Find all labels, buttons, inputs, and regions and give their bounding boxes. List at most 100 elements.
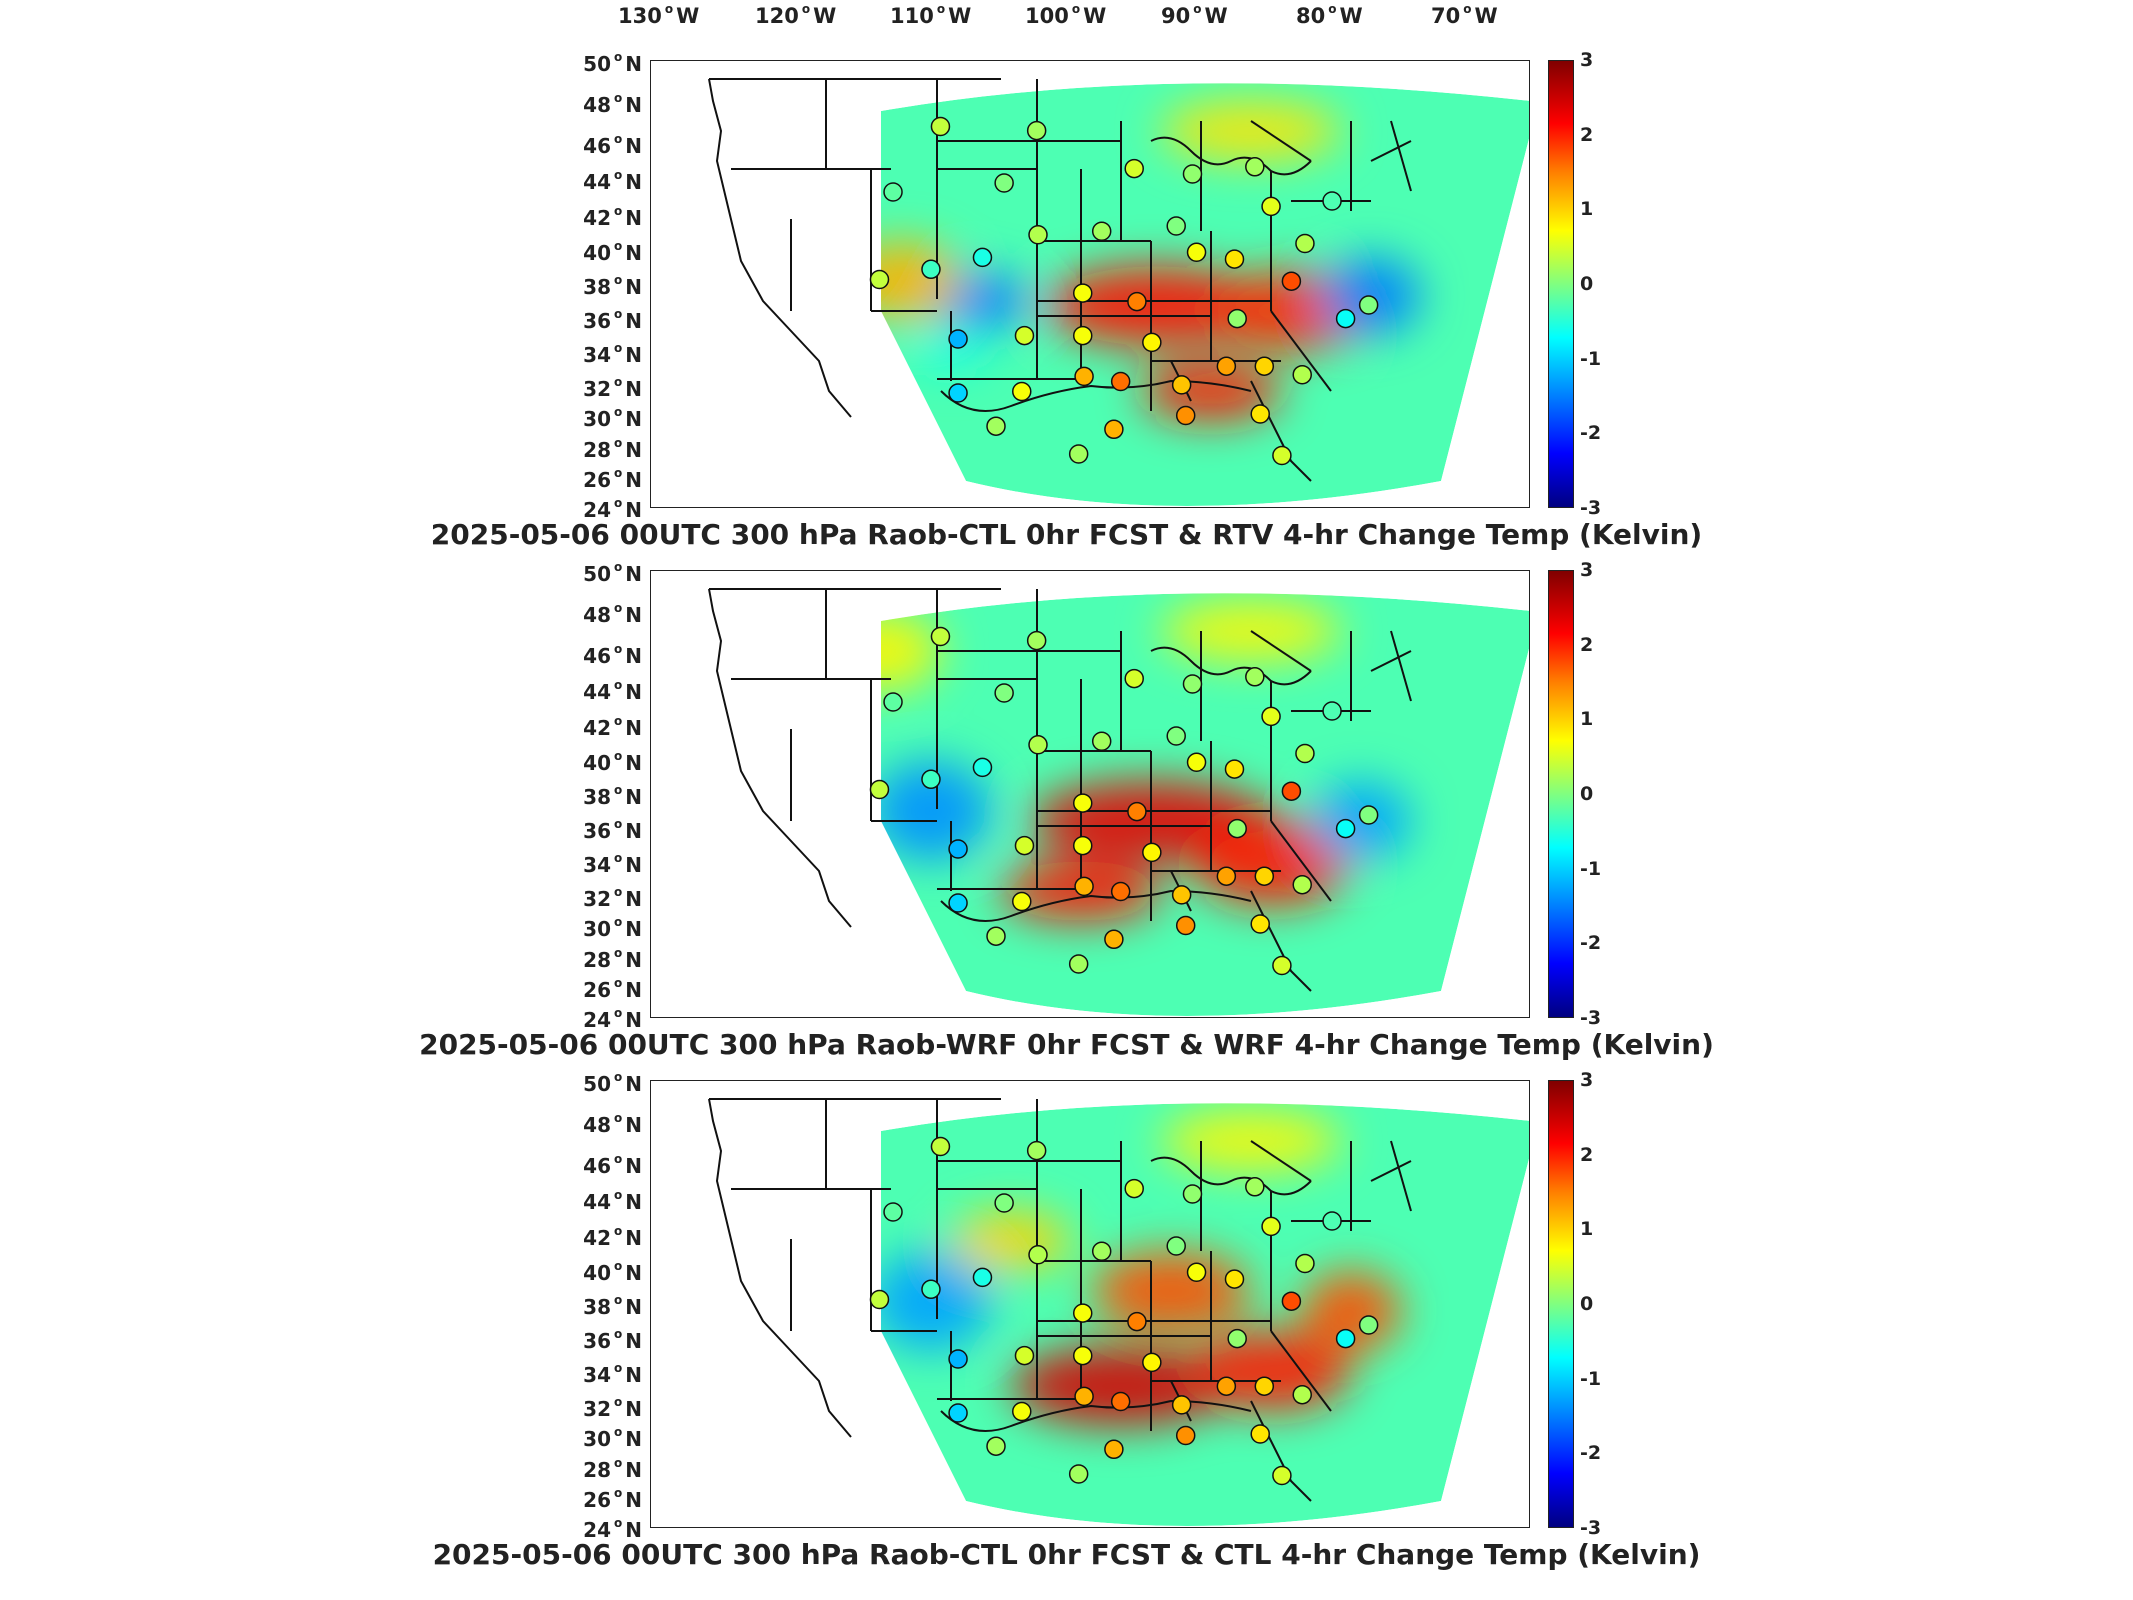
raob-station-marker xyxy=(1272,1465,1292,1486)
lat-tick-label: 48 o N xyxy=(583,91,642,117)
raob-station-marker xyxy=(1186,752,1207,772)
lat-hemisphere: N xyxy=(625,1397,642,1421)
lat-hemisphere: N xyxy=(625,644,642,668)
colorbar-tick-label: 2 xyxy=(1580,633,1594,656)
lat-degree: 42 xyxy=(583,1226,611,1250)
colorbar-tick-label: 1 xyxy=(1580,708,1594,731)
raob-station-marker xyxy=(1216,866,1237,886)
colorbar-tick-label: 3 xyxy=(1580,559,1594,581)
raob-station-marker xyxy=(869,1289,890,1310)
raob-station-marker xyxy=(1335,1328,1356,1349)
lat-degree: 32 xyxy=(583,377,611,401)
raob-station-marker xyxy=(1250,1424,1270,1444)
lat-hemisphere: N xyxy=(625,343,642,367)
colorbar-tick-label: 0 xyxy=(1580,783,1594,805)
lat-degree: 44 xyxy=(583,170,611,194)
raob-station-marker xyxy=(1216,356,1237,376)
raob-station-marker xyxy=(986,416,1006,436)
raob-station-marker xyxy=(986,926,1006,946)
lat-degree: 24 xyxy=(583,498,611,522)
raob-station-marker xyxy=(1295,1253,1315,1274)
colorbar-tick-label: 3 xyxy=(1580,49,1594,71)
raob-station-marker xyxy=(1068,954,1089,974)
lat-hemisphere: N xyxy=(625,603,642,627)
lat-hemisphere: N xyxy=(625,377,642,401)
raob-station-marker xyxy=(1012,1401,1032,1422)
colorbar-tick-label: 1 xyxy=(1580,1218,1594,1241)
raob-station-marker xyxy=(930,1136,951,1157)
raob-station-marker xyxy=(948,1349,968,1369)
lat-tick-label: 26 o N xyxy=(583,466,642,492)
raob-stations xyxy=(869,116,1379,466)
raob-station-marker xyxy=(1166,1236,1186,1256)
colorbar-tick-label: 0 xyxy=(1580,273,1594,295)
raob-station-marker xyxy=(1074,876,1094,897)
lat-hemisphere: N xyxy=(625,52,642,76)
raob-station-marker xyxy=(1072,835,1093,856)
raob-station-marker xyxy=(1182,674,1203,694)
raob-station-marker xyxy=(930,116,951,137)
raob-station-marker xyxy=(1124,668,1144,689)
lat-hemisphere: N xyxy=(625,93,642,117)
raob-station-marker xyxy=(972,247,993,268)
lat-tick-label: 38 o N xyxy=(583,783,642,809)
lat-tick-label: 40 o N xyxy=(583,1259,642,1285)
lon-tick-label: 80 o W xyxy=(1296,2,1363,28)
lat-hemisphere: N xyxy=(625,241,642,265)
lat-degree: 44 xyxy=(583,1190,611,1214)
lat-hemisphere: N xyxy=(625,680,642,704)
lat-degree: 38 xyxy=(583,1295,611,1319)
lat-hemisphere: N xyxy=(625,1261,642,1285)
raob-station-marker xyxy=(921,1279,941,1300)
raob-station-marker xyxy=(883,692,903,712)
lat-hemisphere: N xyxy=(625,170,642,194)
lon-hemisphere: W xyxy=(813,4,837,28)
raob-station-marker xyxy=(1250,404,1270,424)
state-boundaries xyxy=(708,78,1412,482)
lat-tick-label: 36 o N xyxy=(583,817,642,843)
lat-hemisphere: N xyxy=(625,438,642,462)
raob-station-marker xyxy=(1175,1425,1196,1446)
panel-title: 2025-05-06 00UTC 300 hPa Raob-CTL 0hr FC… xyxy=(432,1538,1701,1571)
raob-station-marker xyxy=(1028,1245,1048,1265)
lat-degree: 38 xyxy=(583,785,611,809)
map-plot-area xyxy=(650,570,1530,1018)
colorbar xyxy=(1548,60,1574,508)
raob-station-marker xyxy=(1295,743,1315,764)
raob-station-marker xyxy=(1186,1262,1207,1282)
lat-tick-label: 42 o N xyxy=(583,204,642,230)
lat-hemisphere: N xyxy=(625,1113,642,1137)
raob-station-marker xyxy=(1216,1376,1237,1396)
raob-station-marker xyxy=(1292,1384,1312,1405)
lat-hemisphere: N xyxy=(625,917,642,941)
raob-station-marker xyxy=(1110,881,1131,902)
raob-station-marker xyxy=(1068,1464,1089,1484)
lat-degree: 40 xyxy=(583,241,611,265)
lat-hemisphere: N xyxy=(625,134,642,158)
raob-station-marker xyxy=(994,683,1014,703)
lat-hemisphere: N xyxy=(625,1363,642,1387)
raob-station-marker xyxy=(1074,1386,1094,1407)
colorbar-tick-label: -1 xyxy=(1580,857,1602,880)
colorbar-tick-label: 2 xyxy=(1580,1143,1594,1166)
raob-station-marker xyxy=(1110,371,1131,392)
map-svg xyxy=(708,78,1529,506)
colorbar-tick-label: -3 xyxy=(1580,1007,1602,1029)
colorbar-tick-label: -2 xyxy=(1580,932,1602,955)
raob-station-marker xyxy=(1322,191,1342,211)
raob-station-marker xyxy=(1254,356,1275,376)
lat-degree: 46 xyxy=(583,644,611,668)
raob-station-marker xyxy=(1281,271,1302,291)
raob-station-marker xyxy=(869,269,890,290)
lon-tick-label: 100 o W xyxy=(1025,2,1107,28)
raob-station-marker xyxy=(1142,1352,1162,1373)
lat-degree: 42 xyxy=(583,716,611,740)
raob-station-marker xyxy=(1127,291,1147,312)
lat-hemisphere: N xyxy=(625,562,642,586)
raob-station-marker xyxy=(1281,781,1302,801)
colorbar-tick-label: -3 xyxy=(1580,1517,1602,1539)
lat-degree: 48 xyxy=(583,93,611,117)
raob-station-marker xyxy=(883,182,903,202)
raob-station-marker xyxy=(1124,1178,1144,1199)
raob-station-marker xyxy=(948,329,968,349)
